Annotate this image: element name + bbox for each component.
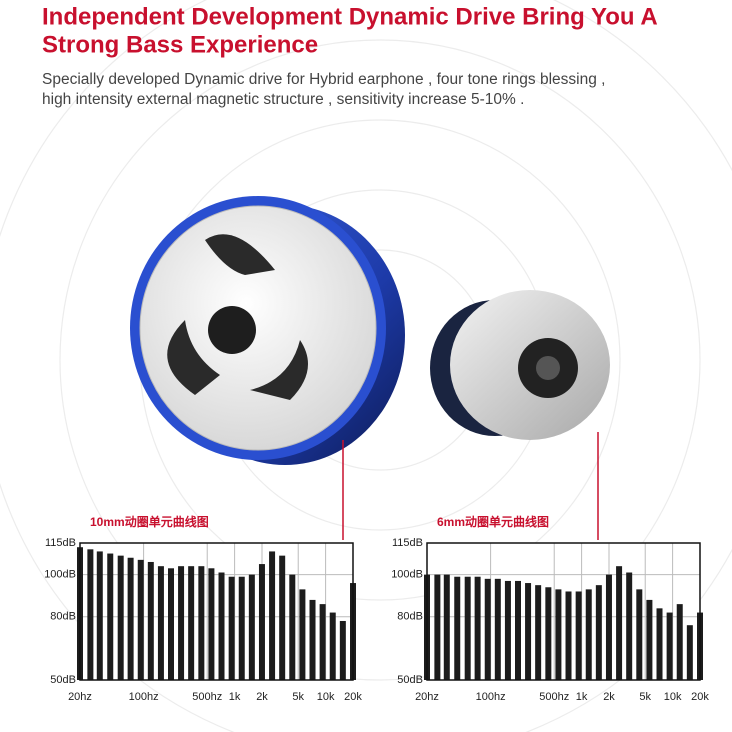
bar — [137, 559, 144, 680]
bar — [269, 551, 276, 680]
bar — [198, 566, 205, 680]
bar — [434, 574, 441, 680]
bar — [248, 574, 255, 680]
y-tick-label: 100dB — [44, 569, 76, 581]
bar — [238, 576, 245, 680]
bar — [147, 561, 154, 680]
chart-title: 10mm动圈单元曲线图 — [90, 514, 209, 529]
bar — [585, 589, 592, 680]
y-tick-label: 80dB — [50, 611, 76, 623]
y-tick-label: 50dB — [397, 674, 423, 686]
bar — [289, 574, 296, 680]
x-tick-label: 5k — [292, 691, 304, 703]
bar — [454, 576, 461, 680]
bar — [525, 583, 532, 680]
bar — [178, 566, 185, 680]
title-line: Strong Bass Experience — [42, 31, 318, 58]
large-driver — [130, 196, 405, 465]
y-tick-label: 50dB — [50, 674, 76, 686]
y-tick-label: 115dB — [392, 537, 423, 549]
bar — [605, 574, 612, 680]
bar — [218, 572, 225, 680]
bar — [228, 576, 235, 680]
plot-border — [426, 542, 701, 681]
bar — [329, 612, 336, 680]
bar — [157, 566, 164, 680]
bar — [616, 566, 623, 680]
subtitle-line: high intensity external magnetic structu… — [42, 91, 524, 108]
x-tick-label: 20hz — [415, 691, 439, 703]
bar — [258, 564, 265, 680]
title-line: Independent Development Dynamic Drive Br… — [42, 3, 658, 30]
x-tick-label: 100hz — [476, 691, 506, 703]
bar — [188, 566, 195, 680]
bar — [626, 572, 633, 680]
x-tick-label: 10k — [317, 691, 335, 703]
bar — [168, 568, 174, 680]
x-tick-label: 1k — [576, 691, 588, 703]
bar — [535, 585, 542, 680]
bar — [575, 591, 582, 680]
bar — [208, 568, 215, 680]
x-tick-label: 1k — [229, 691, 241, 703]
small-driver — [430, 290, 610, 440]
bar — [319, 604, 326, 680]
x-tick-label: 100hz — [129, 691, 159, 703]
x-tick-label: 20k — [691, 691, 709, 703]
x-tick-label: 10k — [664, 691, 682, 703]
bar — [555, 589, 562, 680]
bar — [595, 585, 602, 680]
bar — [676, 604, 683, 680]
x-tick-label: 5k — [639, 691, 651, 703]
bar — [656, 608, 663, 680]
y-tick-label: 115dB — [45, 537, 76, 549]
bar — [504, 580, 511, 680]
x-tick-label: 500hz — [539, 691, 569, 703]
x-tick-label: 500hz — [192, 691, 222, 703]
bar — [464, 576, 471, 680]
x-tick-label: 2k — [256, 691, 268, 703]
bar — [494, 578, 501, 680]
bar — [565, 591, 572, 680]
bar — [666, 612, 673, 680]
bar — [636, 589, 643, 680]
x-tick-label: 2k — [603, 691, 615, 703]
plot-border — [79, 542, 354, 681]
bar — [117, 555, 124, 680]
bar — [686, 625, 693, 680]
x-tick-label: 20hz — [68, 691, 92, 703]
bar — [515, 580, 521, 680]
y-tick-label: 80dB — [397, 611, 423, 623]
bar — [107, 553, 114, 680]
bar — [646, 599, 653, 680]
bar — [87, 549, 94, 680]
plot-area — [80, 543, 353, 680]
bar — [309, 599, 316, 680]
plot-area — [427, 543, 700, 680]
y-tick-label: 100dB — [391, 569, 423, 581]
bar — [339, 620, 346, 680]
bar — [96, 551, 103, 680]
bar — [484, 578, 491, 680]
bar — [545, 587, 552, 680]
bar — [127, 557, 134, 680]
charts: 10mm动圈单元曲线图 50dB 80dB 100dB 115dB 20hz 100hz 50… — [44, 514, 709, 703]
chart-title: 6mm动圈单元曲线图 — [437, 514, 549, 529]
bar — [299, 589, 306, 680]
bar — [474, 576, 481, 680]
x-tick-label: 20k — [344, 691, 362, 703]
subtitle-line: Specially developed Dynamic drive for Hy… — [42, 71, 605, 88]
bar — [443, 574, 450, 680]
bar — [279, 555, 286, 680]
